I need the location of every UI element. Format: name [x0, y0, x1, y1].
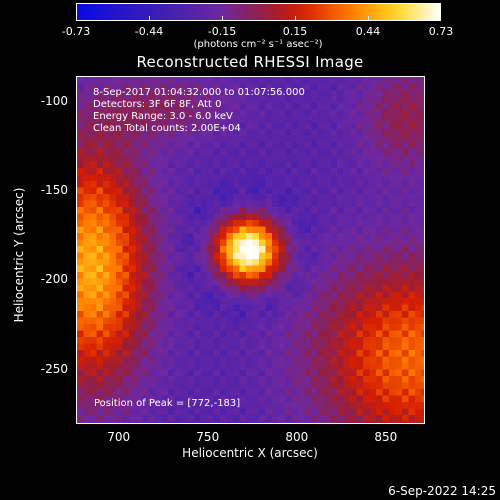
plot-datestamp: 6-Sep-2022 14:25 — [388, 484, 496, 498]
colorbar-tick-mark — [222, 16, 223, 21]
detectors-label: Detectors: 3F 6F 8F, Att 0 — [93, 99, 222, 110]
algorithm-label: Clean Total counts: 2.00E+04 — [93, 123, 241, 134]
energy-range-label: Energy Range: 3.0 - 6.0 keV — [93, 111, 233, 122]
plot-area — [76, 76, 425, 424]
y-tick-label: -100 — [40, 93, 68, 108]
colorbar-tick-mark — [76, 16, 77, 21]
colorbar-tick-label: -0.15 — [207, 25, 237, 38]
colorbar-tick-label: -0.44 — [134, 25, 164, 38]
y-tick-label: -250 — [40, 361, 68, 376]
colorbar — [76, 3, 441, 21]
x-axis-label: Heliocentric X (arcsec) — [182, 446, 318, 460]
x-tick-label: 850 — [374, 430, 398, 444]
chart-title: Reconstructed RHESSI Image — [136, 53, 364, 71]
peak-position-label: Position of Peak = [772,-183] — [94, 398, 241, 409]
colorbar-units: (photons cm⁻² s⁻¹ asec⁻²) — [193, 39, 323, 50]
x-tick-label: 750 — [196, 430, 220, 444]
y-tick-label: -150 — [40, 183, 68, 198]
colorbar-tick-label: -0.73 — [61, 25, 91, 38]
colorbar-tick-label: 0.73 — [428, 25, 454, 38]
y-tick-label: -200 — [40, 272, 68, 287]
time-range-label: 8-Sep-2017 01:04:32.000 to 01:07:56.000 — [93, 87, 305, 98]
colorbar-tick-mark — [368, 16, 369, 21]
x-tick-label: 700 — [107, 430, 131, 444]
colorbar-tick-label: 0.15 — [282, 25, 308, 38]
heatmap-image — [77, 77, 424, 423]
y-axis-label: Heliocentric Y (arcsec) — [12, 187, 26, 323]
colorbar-tick-mark — [440, 16, 441, 21]
x-tick-label: 800 — [285, 430, 309, 444]
colorbar-tick-mark — [149, 16, 150, 21]
colorbar-tick-label: 0.44 — [355, 25, 381, 38]
colorbar-tick-mark — [295, 16, 296, 21]
